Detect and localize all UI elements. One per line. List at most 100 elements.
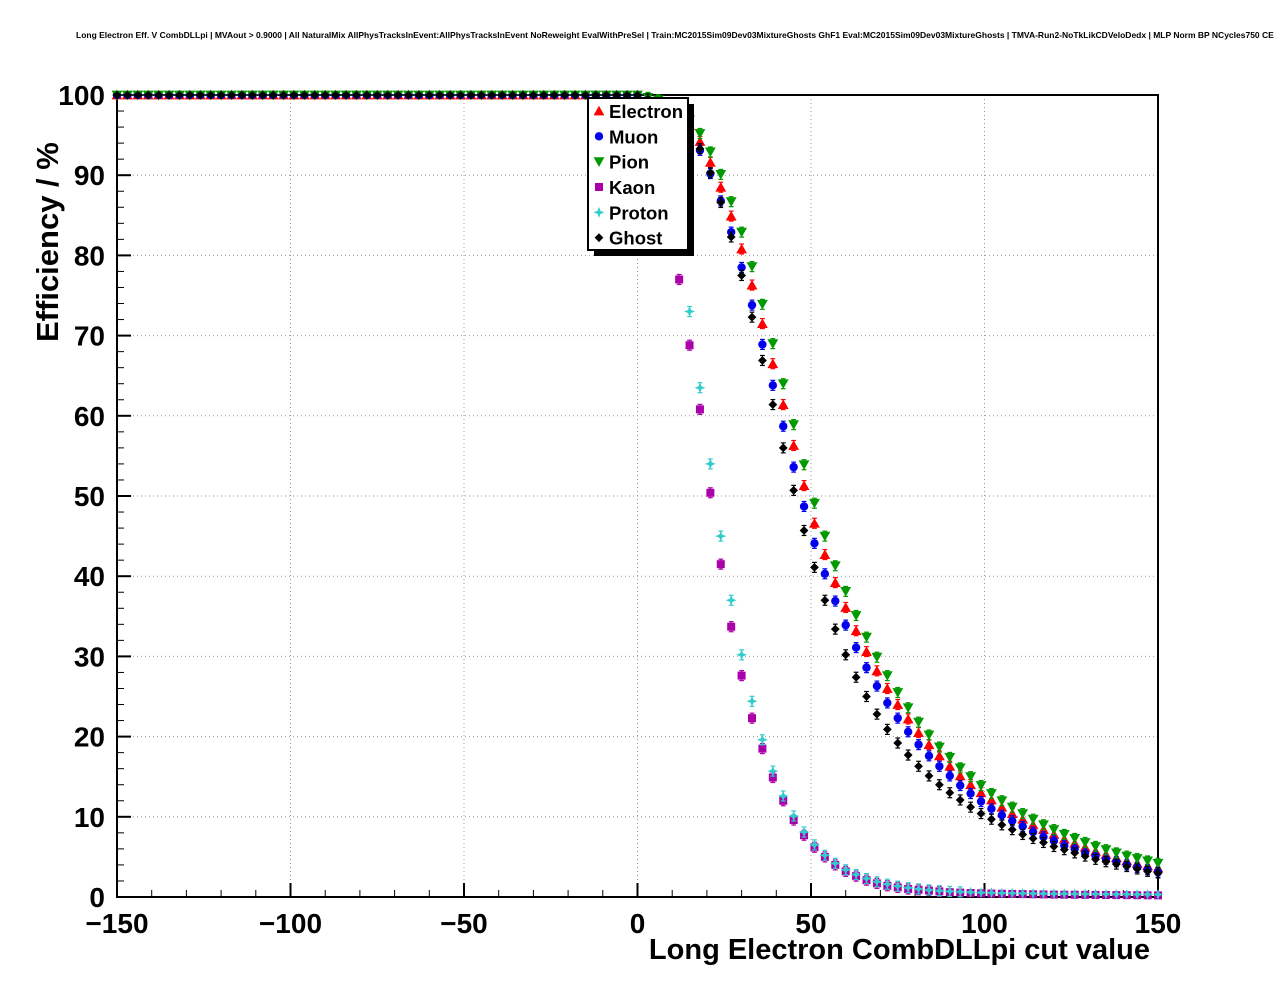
marker-ghost: [799, 526, 809, 535]
marker-proton: [1142, 888, 1154, 900]
marker-proton: [861, 873, 873, 885]
marker-proton: [1079, 888, 1091, 900]
marker-proton: [1027, 888, 1039, 900]
marker-ghost: [768, 400, 778, 409]
marker-pion: [788, 420, 800, 430]
marker-ghost: [143, 90, 153, 100]
marker-proton: [944, 885, 956, 897]
marker-muon: [1049, 836, 1059, 846]
marker-muon: [851, 643, 861, 652]
marker-electron: [829, 577, 841, 588]
marker-electron: [809, 518, 820, 528]
marker-proton: [1058, 888, 1070, 900]
marker-pion: [923, 730, 935, 741]
legend-marker-electron: [593, 105, 605, 116]
marker-ghost: [185, 90, 195, 100]
marker-ghost: [341, 90, 351, 100]
marker-pion: [1152, 858, 1164, 869]
marker-ghost: [1007, 825, 1017, 835]
marker-ghost: [268, 90, 278, 100]
marker-ghost: [1153, 868, 1163, 878]
marker-muon: [997, 810, 1007, 820]
marker-proton: [767, 765, 779, 777]
marker-muon: [1028, 827, 1038, 837]
marker-pion: [746, 262, 758, 272]
marker-ghost: [424, 90, 434, 100]
y-tick-label: 10: [74, 802, 105, 833]
legend-marker-kaon: [595, 183, 603, 191]
x-tick-label: 50: [795, 908, 826, 939]
marker-pion: [715, 169, 727, 180]
marker-ghost: [997, 820, 1007, 830]
legend-entry-proton: Proton: [593, 202, 669, 223]
marker-proton: [715, 530, 727, 542]
marker-pion: [1110, 848, 1122, 859]
marker-pion: [694, 129, 706, 139]
marker-ghost: [1070, 848, 1080, 858]
marker-ghost: [810, 562, 819, 572]
marker-proton: [1110, 888, 1122, 900]
marker-ghost: [789, 485, 799, 495]
marker-ghost: [164, 90, 174, 100]
marker-ghost: [903, 750, 913, 760]
y-tick-label: 60: [74, 401, 105, 432]
marker-ghost: [1080, 851, 1090, 861]
marker-muon: [966, 789, 975, 798]
marker-muon: [789, 462, 798, 472]
x-tick-label: 0: [630, 908, 646, 939]
marker-ghost: [487, 90, 497, 100]
marker-ghost: [123, 90, 132, 100]
marker-proton: [756, 734, 768, 746]
marker-pion: [1100, 845, 1112, 855]
marker-ghost: [695, 144, 705, 154]
marker-muon: [956, 781, 965, 790]
marker-muon: [862, 663, 871, 672]
y-tick-label: 50: [74, 481, 105, 512]
marker-ghost: [1101, 857, 1111, 867]
marker-proton: [1037, 888, 1049, 900]
marker-muon: [841, 620, 850, 630]
marker-electron: [777, 399, 789, 409]
marker-ghost: [966, 802, 976, 812]
marker-electron: [986, 794, 997, 805]
marker-electron: [881, 683, 893, 693]
marker-ghost: [247, 90, 257, 100]
marker-electron: [954, 770, 966, 781]
marker-ghost: [310, 90, 320, 100]
marker-ghost: [851, 672, 861, 682]
marker-electron: [892, 699, 904, 709]
marker-ghost: [924, 771, 934, 781]
marker-pion: [1069, 834, 1081, 844]
marker-muon: [903, 727, 913, 736]
marker-muon: [737, 263, 746, 272]
marker-ghost: [1091, 854, 1100, 864]
marker-ghost: [175, 90, 184, 100]
marker-pion: [1006, 802, 1018, 813]
y-tick-label: 0: [89, 882, 105, 913]
marker-muon: [893, 713, 902, 723]
legend-entry-muon: Muon: [594, 126, 658, 147]
marker-proton: [923, 884, 935, 896]
marker-pion: [902, 703, 914, 713]
marker-muon: [799, 502, 809, 511]
marker-proton: [996, 887, 1008, 899]
marker-ghost: [476, 90, 486, 100]
marker-pion: [1079, 838, 1091, 848]
marker-pion: [777, 379, 789, 389]
marker-ghost: [1018, 830, 1028, 839]
marker-pion: [725, 197, 737, 207]
marker-proton: [1100, 888, 1112, 900]
marker-ghost: [560, 90, 570, 100]
marker-pion: [767, 339, 779, 349]
marker-ghost: [1132, 864, 1142, 874]
marker-muon: [1008, 816, 1017, 826]
marker-muon: [831, 596, 840, 606]
marker-electron: [798, 480, 810, 490]
marker-ghost: [820, 595, 830, 605]
marker-ghost: [987, 814, 996, 824]
marker-proton: [1017, 887, 1029, 899]
marker-ghost: [872, 709, 882, 719]
marker-kaon: [748, 714, 757, 723]
